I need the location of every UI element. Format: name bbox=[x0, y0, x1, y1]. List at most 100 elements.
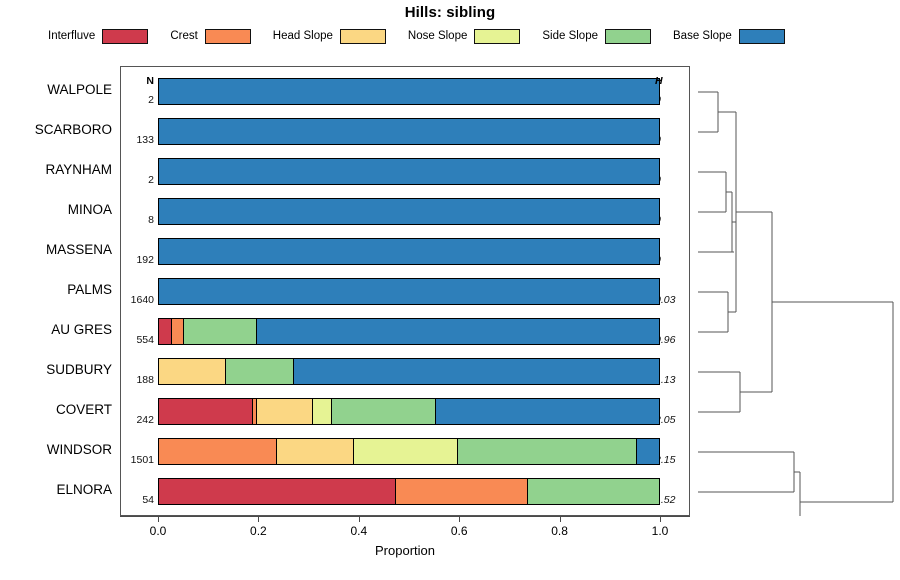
table-row bbox=[158, 398, 660, 425]
legend-color-swatch bbox=[605, 28, 651, 44]
table-row bbox=[158, 358, 660, 385]
dendrogram bbox=[690, 66, 900, 533]
legend-item-label: Interfluve bbox=[48, 30, 96, 42]
category-label-windsor: WINDSOR bbox=[46, 442, 112, 457]
h-value-elnora: 1.52 bbox=[655, 494, 676, 506]
legend: Interfluve Crest Head Slope Nose Slope Side … bbox=[48, 26, 858, 46]
table-row bbox=[158, 198, 660, 225]
h-value-raynham: 0 bbox=[655, 174, 689, 186]
bar-segment-side-slope bbox=[184, 319, 257, 344]
category-label-covert: COVERT bbox=[55, 402, 112, 417]
table-row bbox=[158, 478, 660, 505]
bar-segment-interfluve bbox=[159, 479, 396, 504]
legend-item-label: Nose Slope bbox=[407, 30, 468, 42]
category-label-elnora: ELNORA bbox=[56, 482, 112, 497]
h-column-header: H bbox=[655, 75, 663, 87]
n-value-covert: 242 bbox=[136, 414, 154, 426]
legend-color-swatch bbox=[339, 28, 386, 44]
legend-color-swatch bbox=[102, 28, 149, 44]
page-title: Hills: sibling bbox=[404, 4, 496, 21]
bar-segment-head-slope bbox=[276, 439, 354, 464]
x-tick-label: 0.8 bbox=[551, 524, 568, 538]
x-tick-mark bbox=[258, 516, 260, 522]
x-tick-mark bbox=[559, 516, 561, 522]
table-row bbox=[158, 118, 660, 145]
h-value-walpole: 0 bbox=[655, 94, 689, 106]
legend-item-head-slope: Head Slope bbox=[272, 28, 386, 44]
table-row bbox=[158, 238, 660, 265]
legend-item-side-slope: Side Slope bbox=[542, 28, 651, 44]
category-label-massena: MASSENA bbox=[45, 242, 112, 257]
x-axis-title: Proportion bbox=[375, 543, 435, 558]
x-tick-mark bbox=[358, 516, 360, 522]
legend-item-base-slope: Base Slope bbox=[673, 28, 785, 44]
n-value-walpole: 2 bbox=[148, 94, 154, 106]
legend-item-label: Crest bbox=[170, 30, 198, 42]
x-tick-label: 0.6 bbox=[450, 524, 468, 538]
legend-color-swatch bbox=[474, 28, 521, 44]
dendrogram-svg bbox=[698, 91, 894, 533]
x-tick-mark bbox=[459, 516, 461, 522]
legend-item-crest: Crest bbox=[170, 28, 251, 44]
x-tick-mark bbox=[660, 516, 661, 522]
bar-segment-base-slope bbox=[159, 119, 659, 144]
category-label-minoa: MINOA bbox=[67, 202, 112, 217]
h-value-minoa: 0 bbox=[655, 214, 689, 226]
bar-segment-nose-slope bbox=[313, 399, 332, 424]
n-value-sudbury: 188 bbox=[136, 374, 154, 386]
bar-segment-base-slope bbox=[435, 399, 659, 424]
legend-item-nose-slope: Nose Slope bbox=[407, 28, 521, 44]
bar-segment-side-slope bbox=[457, 439, 637, 464]
x-tick-mark bbox=[158, 516, 159, 522]
bar-segment-base-slope bbox=[159, 279, 659, 304]
table-row bbox=[158, 158, 660, 185]
bar-segment-crest bbox=[171, 319, 184, 344]
n-value-elnora: 54 bbox=[142, 494, 154, 506]
n-value-massena: 192 bbox=[136, 254, 154, 266]
n-value-minoa: 8 bbox=[148, 214, 154, 226]
table-row bbox=[158, 278, 660, 305]
category-label-palms: PALMS bbox=[67, 282, 112, 297]
bar-segment-base-slope bbox=[256, 319, 659, 344]
n-value-scarboro: 133 bbox=[136, 134, 154, 146]
n-column-header: N bbox=[146, 75, 154, 87]
legend-color-swatch bbox=[204, 28, 251, 44]
bar-segment-base-slope bbox=[636, 439, 659, 464]
bar-segment-side-slope bbox=[226, 359, 294, 384]
h-value-sudbury: 1.13 bbox=[655, 374, 676, 386]
x-tick-label: 1.0 bbox=[651, 524, 669, 538]
table-row bbox=[158, 78, 660, 105]
category-label-au-gres: AU GRES bbox=[51, 322, 112, 337]
h-value-covert: 2.05 bbox=[655, 414, 676, 426]
bar-segment-side-slope bbox=[332, 399, 436, 424]
bar-segment-base-slope bbox=[159, 199, 659, 224]
n-value-windsor: 1501 bbox=[130, 454, 154, 466]
h-value-scarboro: 0 bbox=[655, 134, 689, 146]
bar-segment-base-slope bbox=[159, 79, 659, 104]
bar-segment-interfluve bbox=[159, 319, 172, 344]
table-row bbox=[158, 318, 660, 345]
h-value-palms: 0.03 bbox=[655, 294, 676, 306]
x-tick-label: 0.2 bbox=[250, 524, 267, 538]
n-value-palms: 1640 bbox=[130, 294, 154, 306]
h-value-windsor: 2.15 bbox=[655, 454, 676, 466]
bar-segment-crest bbox=[252, 399, 257, 424]
bar-segment-head-slope bbox=[256, 399, 313, 424]
legend-item-interfluve: Interfluve bbox=[48, 28, 149, 44]
legend-item-label: Head Slope bbox=[272, 30, 333, 42]
x-axis-line bbox=[120, 516, 690, 517]
n-value-raynham: 2 bbox=[148, 174, 154, 186]
category-label-scarboro: SCARBORO bbox=[34, 122, 112, 137]
bar-segment-crest bbox=[159, 439, 277, 464]
category-label-raynham: RAYNHAM bbox=[45, 162, 112, 177]
bar-segment-nose-slope bbox=[354, 439, 458, 464]
x-tick-label: 0.4 bbox=[350, 524, 368, 538]
legend-color-swatch bbox=[738, 28, 785, 44]
bar-segment-head-slope bbox=[159, 359, 226, 384]
category-label-walpole: WALPOLE bbox=[47, 82, 112, 97]
category-label-sudbury: SUDBURY bbox=[46, 362, 112, 377]
bar-segment-crest bbox=[396, 479, 528, 504]
h-value-massena: 0 bbox=[655, 254, 689, 266]
legend-item-label: Base Slope bbox=[673, 30, 732, 42]
